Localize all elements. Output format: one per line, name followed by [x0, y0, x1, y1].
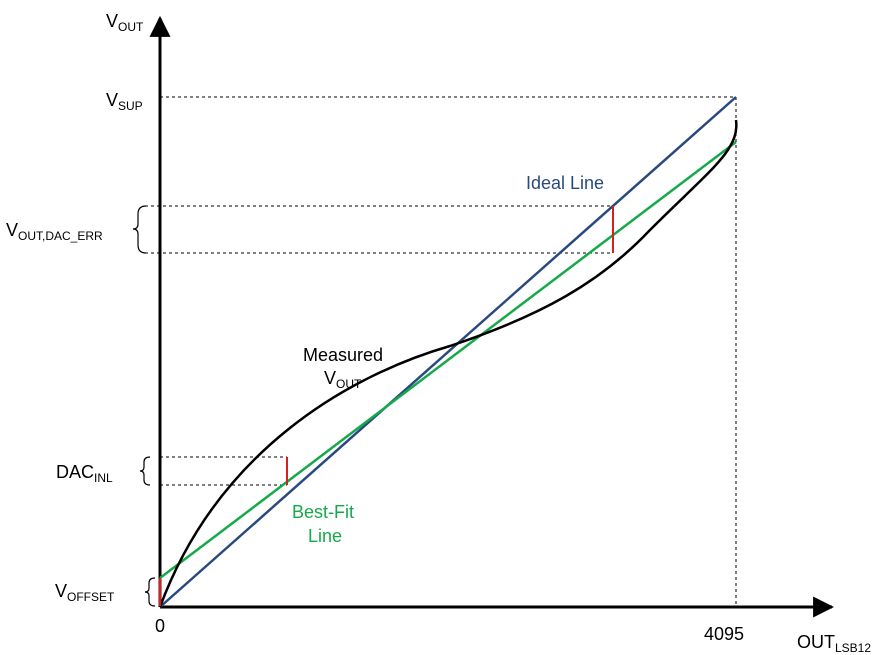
best-fit-line	[159, 141, 737, 579]
v-out-dac-err-label: VOUT,DAC_ERR	[6, 220, 103, 243]
measured-label-line2: VOUT	[324, 368, 362, 391]
best-fit-label-line2: Line	[308, 526, 342, 546]
offset-brace	[144, 577, 156, 607]
ideal-line	[159, 96, 737, 608]
x-max-label: 4095	[704, 624, 744, 644]
v-sup-label: VSUP	[106, 90, 143, 113]
v-offset-label: VOFFSET	[55, 581, 115, 604]
y-axis-title: VOUT	[106, 11, 144, 34]
measured-label-line1: Measured	[303, 345, 383, 365]
origin-label: 0	[155, 616, 165, 636]
measured-curve	[158, 119, 738, 608]
best-fit-label-line1: Best-Fit	[292, 502, 354, 522]
x-axis-title: OUTLSB12	[797, 632, 871, 655]
dac-inl-label: DACINL	[56, 462, 113, 485]
inl-brace	[139, 456, 151, 486]
ideal-line-label: Ideal Line	[526, 173, 604, 193]
dac-err-brace	[132, 205, 147, 254]
guide-lines	[145, 96, 737, 607]
